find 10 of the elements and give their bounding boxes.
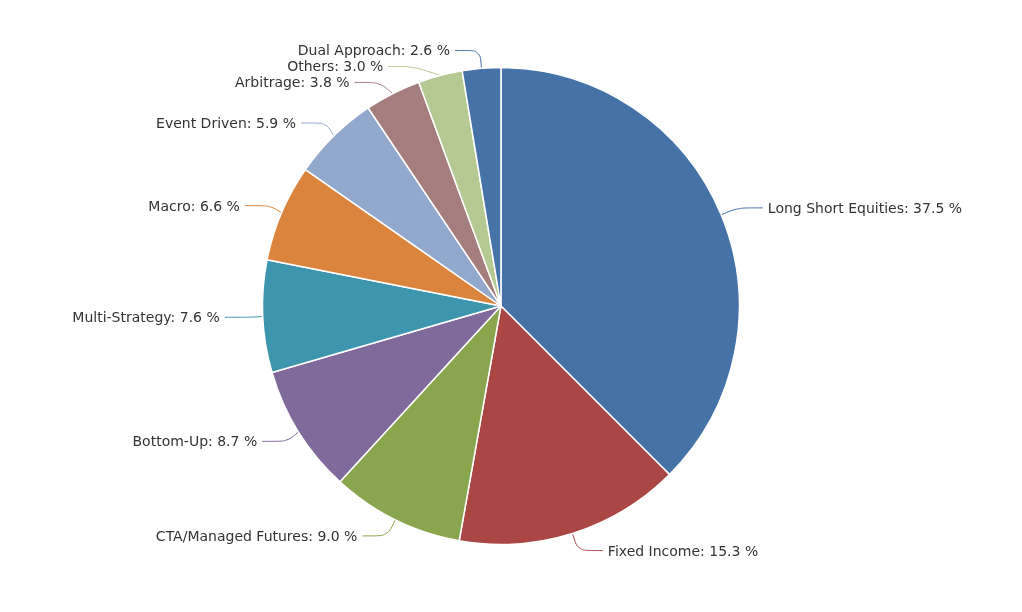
slice-label: Fixed Income: 15.3 % <box>607 542 759 559</box>
slice-label: Dual Approach: 2.6 % <box>297 42 451 59</box>
slice-label: Others: 3.0 % <box>287 58 384 75</box>
slice-label: Multi-Strategy: 7.6 % <box>72 309 220 326</box>
slice-label: Long Short Equities: 37.5 % <box>767 199 963 216</box>
slice-label: Bottom-Up: 8.7 % <box>132 433 258 450</box>
slice-label: Arbitrage: 3.8 % <box>235 74 350 91</box>
slice-label: Event Driven: 5.9 % <box>156 115 297 131</box>
slice-label: CTA/Managed Futures: 9.0 % <box>155 527 358 544</box>
slice-label: Macro: 6.6 % <box>148 197 240 214</box>
